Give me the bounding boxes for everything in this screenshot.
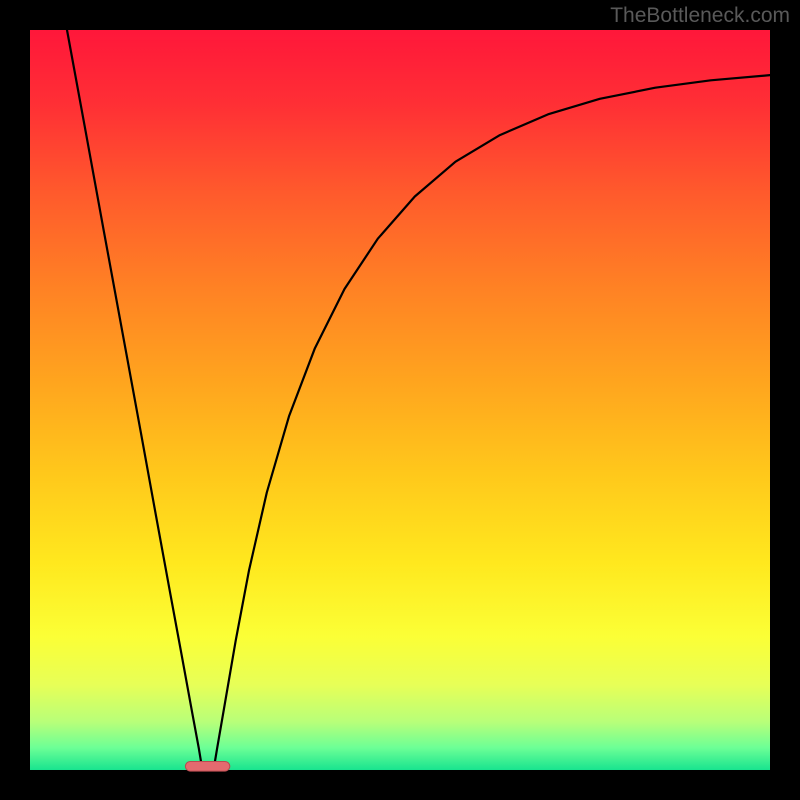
- watermark-text: TheBottleneck.com: [610, 4, 790, 28]
- plot-background: [30, 30, 770, 770]
- bottleneck-chart: TheBottleneck.com: [0, 0, 800, 800]
- optimal-point-marker: [185, 761, 229, 771]
- chart-svg: [0, 0, 800, 800]
- frame-left: [0, 0, 30, 800]
- frame-right: [770, 0, 800, 800]
- frame-bottom: [0, 770, 800, 800]
